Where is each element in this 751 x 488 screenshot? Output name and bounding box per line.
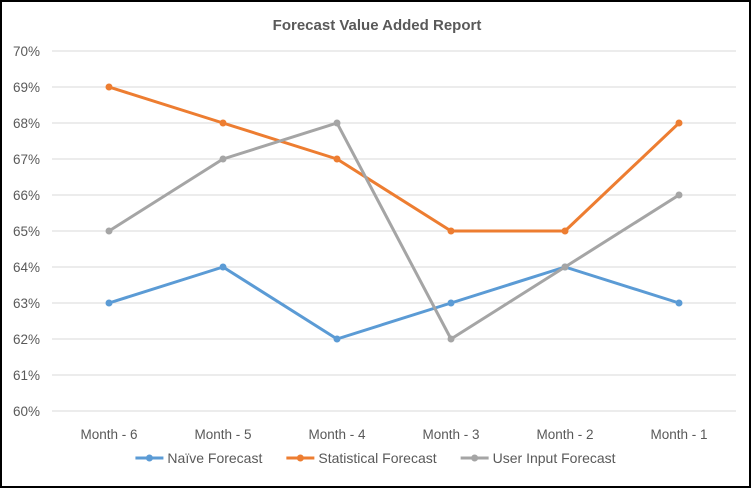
x-tick-label: Month - 6	[80, 427, 137, 442]
x-axis-ticks: Month - 6 Month - 5 Month - 4 Month - 3 Mont…	[80, 427, 707, 442]
data-point	[447, 335, 455, 343]
y-tick-label: 64%	[13, 260, 40, 275]
data-point	[105, 299, 113, 307]
x-tick-label: Month - 5	[194, 427, 251, 442]
data-point	[333, 155, 341, 163]
x-tick-label: Month - 2	[536, 427, 593, 442]
data-point	[219, 155, 227, 163]
x-tick-label: Month - 3	[422, 427, 479, 442]
data-point	[675, 191, 683, 199]
data-point	[561, 263, 569, 271]
legend-swatch-marker	[471, 454, 479, 462]
y-tick-label: 60%	[13, 404, 40, 419]
series-line	[107, 85, 681, 233]
series-line	[107, 121, 681, 341]
data-point	[105, 227, 113, 235]
chart-title: Forecast Value Added Report	[273, 17, 482, 34]
legend-swatch-marker	[145, 454, 153, 462]
legend-item: User Input Forecast	[460, 450, 616, 466]
y-tick-label: 66%	[13, 188, 40, 203]
data-point	[219, 263, 227, 271]
y-tick-label: 63%	[13, 296, 40, 311]
legend: Naïve Forecast Statistical Forecast User I…	[135, 450, 616, 466]
series-group	[105, 83, 683, 343]
y-tick-label: 68%	[13, 116, 40, 131]
y-tick-label: 67%	[13, 152, 40, 167]
series-1	[105, 263, 683, 343]
data-point	[447, 299, 455, 307]
legend-swatch-marker	[296, 454, 304, 462]
x-tick-label: Month - 1	[650, 427, 707, 442]
data-point	[333, 335, 341, 343]
data-point	[675, 299, 683, 307]
series-2	[105, 83, 683, 235]
x-tick-label: Month - 4	[308, 427, 366, 442]
legend-label: Naïve Forecast	[167, 450, 262, 466]
legend-item: Statistical Forecast	[286, 450, 437, 466]
y-tick-label: 62%	[13, 332, 40, 347]
series-line	[107, 265, 681, 341]
data-point	[105, 83, 113, 91]
data-point	[675, 119, 683, 127]
legend-label: Statistical Forecast	[318, 450, 436, 466]
y-tick-label: 69%	[13, 80, 40, 95]
legend-item: Naïve Forecast	[135, 450, 262, 466]
legend-label: User Input Forecast	[493, 450, 616, 466]
y-tick-label: 70%	[13, 44, 40, 59]
y-tick-label: 61%	[13, 368, 40, 383]
series-3	[105, 119, 683, 343]
data-point	[333, 119, 341, 127]
data-point	[219, 119, 227, 127]
data-point	[447, 227, 455, 235]
y-axis-ticks: 60% 61% 62% 63% 64% 65% 66% 67% 68% 69% 70%	[13, 44, 40, 419]
data-point	[561, 227, 569, 235]
y-tick-label: 65%	[13, 224, 40, 239]
